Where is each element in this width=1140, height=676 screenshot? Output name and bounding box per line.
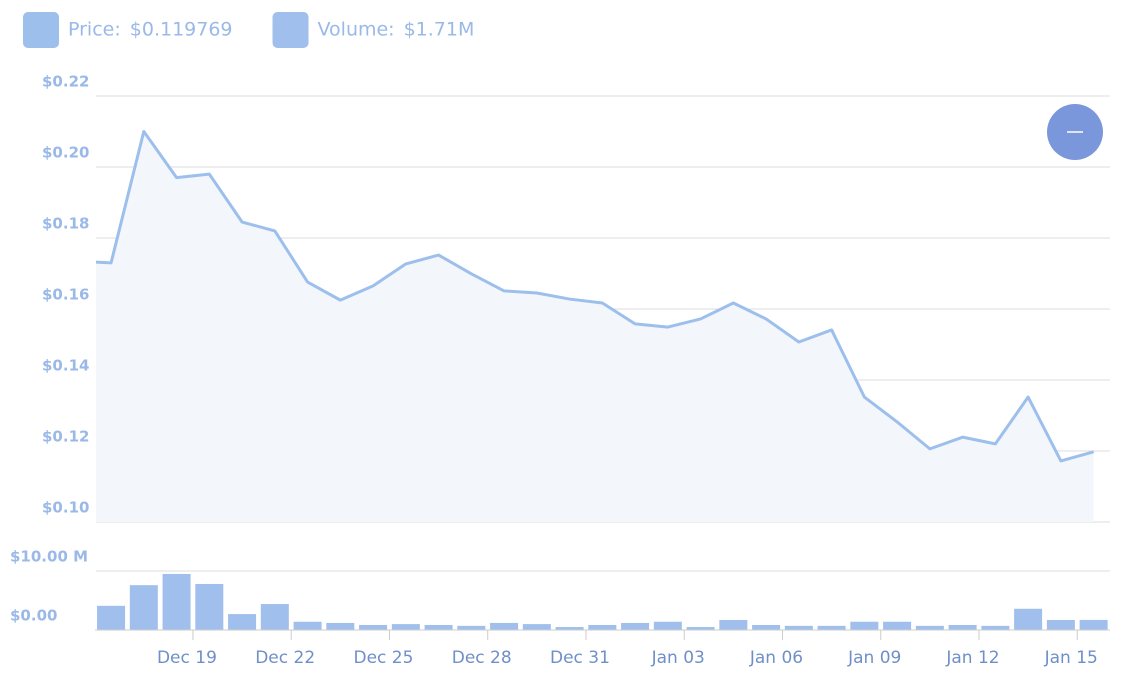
bar bbox=[129, 585, 158, 630]
bar bbox=[784, 625, 813, 630]
y-tick-label: $0.00 bbox=[10, 607, 57, 625]
bar bbox=[424, 624, 453, 630]
legend-swatch bbox=[272, 12, 309, 48]
bar bbox=[719, 619, 748, 630]
price-line bbox=[95, 130, 1095, 463]
x-tick-label: Jan 06 bbox=[749, 648, 803, 668]
bar bbox=[359, 624, 388, 630]
bar bbox=[686, 627, 715, 630]
bar bbox=[915, 625, 944, 630]
x-tick-label: Dec 19 bbox=[157, 648, 217, 668]
bar bbox=[621, 622, 650, 630]
x-tick-label: Jan 03 bbox=[651, 648, 705, 668]
bar bbox=[555, 627, 584, 630]
bar bbox=[1014, 608, 1043, 630]
bar bbox=[850, 621, 879, 630]
legend-value: $0.119769 bbox=[130, 19, 233, 41]
bar bbox=[1079, 619, 1108, 630]
y-tick-label: $10.00 M bbox=[10, 548, 88, 566]
x-tick-label: Dec 31 bbox=[550, 648, 610, 668]
bar bbox=[162, 573, 191, 630]
bar bbox=[883, 621, 912, 630]
bar bbox=[228, 614, 257, 630]
bar bbox=[1046, 619, 1075, 630]
bar bbox=[522, 624, 551, 630]
bar bbox=[293, 621, 322, 630]
x-tick-label: Jan 12 bbox=[945, 648, 999, 668]
bar bbox=[326, 622, 355, 630]
x-tick-label: Jan 09 bbox=[847, 648, 901, 668]
bar bbox=[490, 622, 519, 630]
bar bbox=[260, 604, 289, 630]
legend-label: Volume: bbox=[318, 19, 395, 41]
bar bbox=[948, 624, 977, 630]
x-tick-label: Dec 28 bbox=[452, 648, 512, 668]
y-tick-label: $0.12 bbox=[42, 428, 89, 446]
y-tick-label: $0.14 bbox=[42, 357, 89, 375]
legend-label: Price: bbox=[68, 19, 121, 41]
bar bbox=[752, 624, 781, 630]
bar bbox=[981, 625, 1010, 630]
area bbox=[96, 131, 1094, 522]
bar bbox=[653, 621, 682, 630]
bar bbox=[817, 625, 846, 630]
x-tick-label: Dec 25 bbox=[353, 648, 413, 668]
bar bbox=[457, 625, 486, 630]
bar bbox=[195, 583, 224, 630]
bar bbox=[391, 624, 420, 630]
y-tick-label: $0.20 bbox=[42, 144, 89, 162]
bar bbox=[588, 624, 617, 630]
y-tick-label: $0.16 bbox=[42, 286, 89, 304]
y-tick-label: $0.18 bbox=[42, 215, 89, 233]
legend-value: $1.71M bbox=[404, 19, 475, 41]
y-tick-label: $0.22 bbox=[42, 73, 89, 91]
legend-swatch bbox=[23, 12, 59, 48]
bar bbox=[97, 605, 126, 630]
x-tick-label: Jan 15 bbox=[1044, 648, 1098, 668]
x-tick-label: Dec 22 bbox=[255, 648, 315, 668]
y-tick-label: $0.10 bbox=[42, 499, 89, 517]
